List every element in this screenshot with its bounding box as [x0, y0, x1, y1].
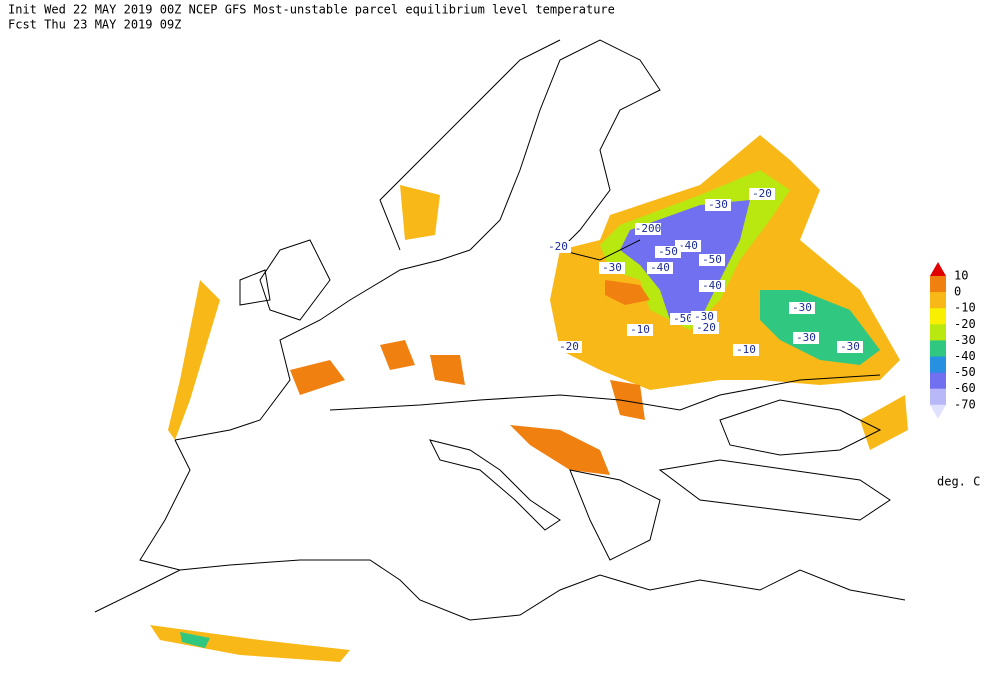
- contour-label: -200: [635, 222, 662, 235]
- contour-labels: -20-30-200-40-50-50-40-30-40-20-10-50 -30…: [545, 187, 863, 356]
- legend-swatch: [930, 356, 946, 374]
- border: [329, 374, 881, 411]
- legend-label: -10: [954, 301, 976, 315]
- legend-label: -40: [954, 349, 976, 363]
- contour-label: -20: [752, 187, 772, 200]
- contour-label-box: [749, 188, 775, 200]
- legend-label: -70: [954, 397, 976, 411]
- contour-label: -30: [840, 340, 860, 353]
- contour-label: -20: [559, 340, 579, 353]
- coastline: [139, 249, 471, 571]
- legend-label: -30: [954, 333, 976, 347]
- contour-label: -40: [702, 279, 722, 292]
- contour-label: -50: [702, 253, 722, 266]
- coastline: [719, 399, 882, 456]
- contour-label-box: [556, 341, 582, 353]
- contour-label-box: [655, 246, 681, 258]
- shade-region: [168, 280, 220, 440]
- coastline: [94, 559, 906, 621]
- header-line2: Fcst Thu 23 MAY 2019 09Z: [8, 18, 181, 32]
- legend-label: 0: [954, 285, 961, 299]
- contour-label-box: [647, 262, 673, 274]
- contour-label-box: [699, 280, 725, 292]
- contour-label-box: [705, 199, 731, 211]
- contour-label-box: [675, 240, 701, 252]
- contour-label: -30: [694, 310, 714, 323]
- contour-label: -20: [696, 321, 716, 334]
- shade-region: [180, 632, 210, 648]
- contour-label: -10: [736, 343, 756, 356]
- shade-region: [290, 360, 345, 395]
- legend-swatch: [930, 388, 946, 406]
- contour-label: -30: [602, 261, 622, 274]
- legend-label: -50: [954, 365, 976, 379]
- contour-label-box: [789, 302, 815, 314]
- legend-label: -20: [954, 317, 976, 331]
- contour-label-box: [793, 332, 819, 344]
- contour-label: -30: [708, 198, 728, 211]
- coastline: [379, 39, 561, 251]
- contour-label: -40: [650, 261, 670, 274]
- legend-label: -60: [954, 381, 976, 395]
- contour-label-box: [670, 313, 696, 325]
- legend: 10 0 -10 -20 -30 -40 -50 -60 -70: [930, 262, 976, 419]
- contour-label: -50: [673, 312, 693, 325]
- legend-swatch: [930, 324, 946, 341]
- legend-swatch: [930, 340, 946, 357]
- shade-region: [605, 280, 650, 305]
- shade-region: [860, 395, 908, 450]
- legend-triangle: [930, 404, 946, 419]
- contour-label-box: [733, 344, 759, 356]
- contour-label-box: [635, 223, 661, 235]
- contour-label-box: [691, 311, 717, 323]
- contour-label-box: [837, 341, 863, 353]
- coastline: [239, 239, 331, 321]
- shade-region: [380, 340, 415, 370]
- contour-label-box: [693, 322, 719, 334]
- legend-triangle: [930, 262, 946, 276]
- shade-region: [610, 380, 645, 420]
- contour-label: -30: [792, 301, 812, 314]
- contour-label-box: [627, 324, 653, 336]
- coastline: [429, 439, 561, 531]
- legend-swatch: [930, 308, 946, 325]
- contour-label-box: [545, 241, 571, 253]
- contour-label: -40: [678, 239, 698, 252]
- contour-label-box: [699, 254, 725, 266]
- coastline: [569, 459, 891, 561]
- header-line1: Init Wed 22 MAY 2019 00Z NCEP GFS Most-u…: [8, 3, 615, 17]
- shade-region: [400, 185, 440, 240]
- contour-label: -20: [548, 240, 568, 253]
- shade-region: [150, 625, 350, 662]
- contour-label: -30: [796, 331, 816, 344]
- legend-swatch: [930, 292, 946, 309]
- legend-swatch: [930, 372, 946, 390]
- shade-region: [430, 355, 465, 385]
- contour-label: -10: [630, 323, 650, 336]
- legend-label: 10: [954, 269, 968, 283]
- legend-swatch: [930, 276, 946, 293]
- contour-label: -50: [658, 245, 678, 258]
- shade-region: [510, 425, 610, 475]
- legend-unit: deg. C: [937, 475, 980, 489]
- contour-label-box: [599, 262, 625, 274]
